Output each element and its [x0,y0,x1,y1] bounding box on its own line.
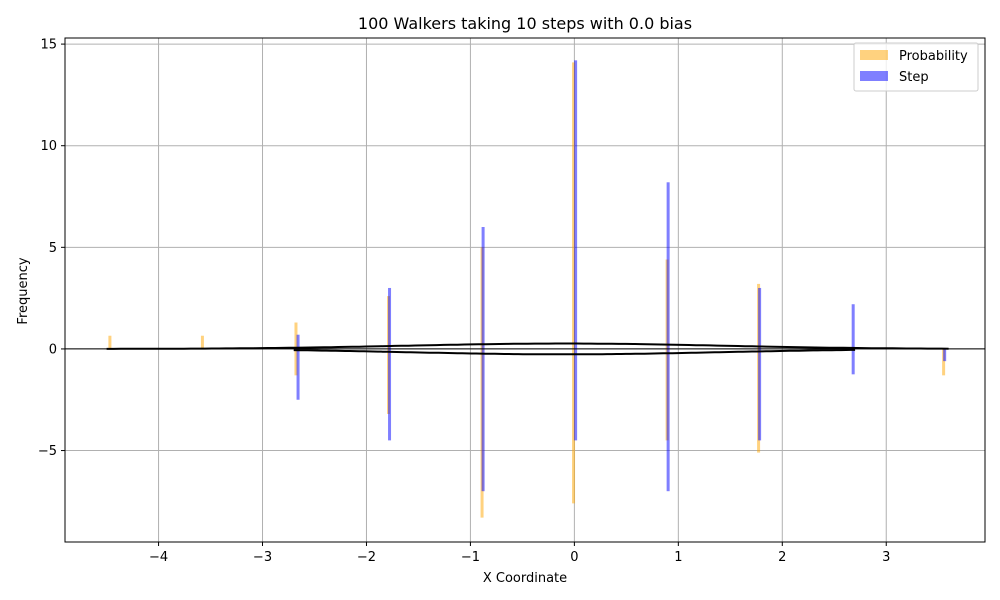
curves [106,342,949,356]
bar-step [388,287,392,441]
curve-pdf-lower [293,348,856,356]
y-tick-label: 15 [40,38,57,53]
y-tick-label: −5 [38,444,57,459]
x-tick-label: 3 [882,550,890,565]
legend: Probability Step [853,42,979,92]
curve-pdf-upper [106,342,949,350]
x-axis-label: X Coordinate [483,571,567,586]
chart-title: 100 Walkers taking 10 steps with 0.0 bia… [358,14,692,33]
y-axis-label: Frequency [16,257,31,324]
bar-probability [108,335,112,349]
y-tick-label: 5 [49,241,57,256]
x-tick-label: 2 [778,550,786,565]
bar-probability [200,335,204,349]
x-tick-label: −1 [461,550,480,565]
plot-frame [64,37,986,543]
bar-step [851,304,855,375]
bar-step [666,182,670,492]
x-tick-label: 1 [674,550,682,565]
x-axis-ticks: −4 −3 −2 −1 0 1 2 3 [149,542,890,565]
x-tick-label: −2 [357,550,376,565]
x-tick-label: −3 [253,550,272,565]
x-tick-label: 0 [570,550,578,565]
bar-probability [572,62,576,504]
legend-swatch-probability [860,50,888,60]
bar-step [481,227,485,492]
y-tick-label: 0 [49,342,57,357]
y-axis-ticks: −5 0 5 10 15 [38,38,65,459]
bar-step [574,60,578,441]
x-tick-label: −4 [149,550,168,565]
bar-step [758,287,762,441]
legend-label-step: Step [899,70,929,85]
bar-step [943,348,947,362]
bar-probability [942,348,946,376]
bar-step [296,334,300,400]
legend-swatch-step [860,71,888,81]
y-tick-label: 10 [40,139,57,154]
legend-label-probability: Probability [899,49,968,64]
